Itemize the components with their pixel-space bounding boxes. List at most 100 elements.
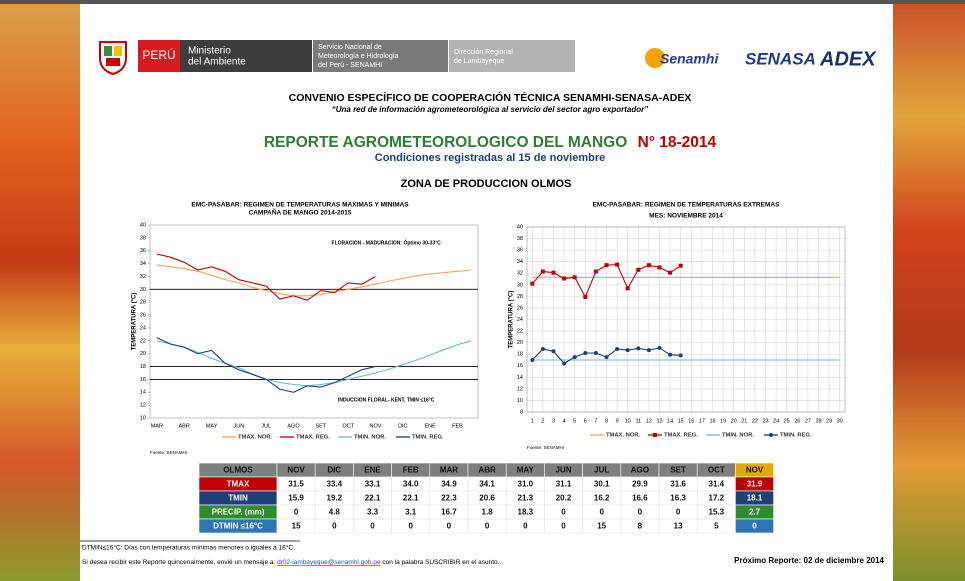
top-bar xyxy=(0,0,965,4)
legend-label: TMAX. NOR. xyxy=(238,435,273,441)
point-marker xyxy=(636,346,640,350)
y-tick-label: 16 xyxy=(517,363,523,369)
legend-label: TMAX. REG. xyxy=(296,435,330,441)
y-tick-label: 40 xyxy=(140,222,146,228)
table-header-text: AGO xyxy=(631,466,649,475)
legend-marker xyxy=(653,433,657,437)
table-cell-text: 0 xyxy=(370,522,375,531)
point-marker xyxy=(679,264,683,268)
legend-label: TMAX. REG. xyxy=(664,433,698,439)
x-tick-label: 9 xyxy=(616,418,619,424)
ministry: del Ambiente xyxy=(188,57,246,68)
table-cell-text: 0 xyxy=(408,522,413,531)
x-tick-label: 14 xyxy=(667,418,673,424)
x-tick-label: 22 xyxy=(752,418,758,424)
point-marker xyxy=(658,346,662,350)
y-tick-label: 14 xyxy=(140,390,146,396)
table-header-text: NOV xyxy=(287,466,305,475)
tagline: “Una red de información agrometeorológic… xyxy=(332,105,649,114)
y-tick-label: 36 xyxy=(140,248,146,254)
table-cell-text: 0 xyxy=(294,508,299,517)
report-number: N° 18-2014 xyxy=(638,134,717,151)
table-header-text: JUN xyxy=(555,466,571,475)
point-marker xyxy=(573,355,577,359)
table-cell-text: 15 xyxy=(597,522,606,531)
chart-subtitle: CAMPAÑA DE MANGO 2014-2015 xyxy=(249,208,352,217)
table-cell-text: 1.8 xyxy=(482,508,494,517)
y-tick-label: 22 xyxy=(140,338,146,344)
y-tick-label: 24 xyxy=(517,317,523,323)
regional: de Lambayeque xyxy=(454,58,504,65)
point-marker xyxy=(615,347,619,351)
logo-senamhi: Senamhi xyxy=(660,51,719,67)
y-tick-label: 28 xyxy=(517,294,523,300)
y-tick-label: 38 xyxy=(140,235,146,241)
table-cell-text: 18.3 xyxy=(518,508,534,517)
point-marker xyxy=(594,351,598,355)
y-tick-label: 32 xyxy=(140,274,146,280)
footer-note: DTMIN≤16°C: Días con temperaturas mínima… xyxy=(82,544,295,552)
table-cell-text: 16.2 xyxy=(594,494,610,503)
legend-label: TMIN. REG. xyxy=(412,435,444,441)
peru-shield xyxy=(100,42,126,74)
table-cell-text: 31.6 xyxy=(670,480,686,489)
point-marker xyxy=(594,270,598,274)
service: Meteorología e Hidrología xyxy=(318,53,399,60)
point-marker xyxy=(647,263,651,267)
legend-label: TMIN. REG. xyxy=(780,433,812,439)
table-header-text: JUL xyxy=(594,466,609,475)
point-marker xyxy=(626,348,630,352)
table-cell-text: 0 xyxy=(599,508,604,517)
table-header-text: DIC xyxy=(327,466,341,475)
y-tick-label: 32 xyxy=(517,271,523,277)
subscribe-line: Si desea recibir este Reporte quincenalm… xyxy=(82,559,500,566)
table-cell-text: 4.8 xyxy=(329,508,341,517)
x-tick-label: 21 xyxy=(741,418,747,424)
ministry: Ministerio xyxy=(188,46,231,57)
table-cell-text: 0 xyxy=(523,522,528,531)
table-cell-text: 15.3 xyxy=(709,508,725,517)
table-cell-text: TMAX xyxy=(227,480,250,489)
table-cell-text: 22.1 xyxy=(365,494,381,503)
table-cell-text: 31.9 xyxy=(747,480,763,489)
table-header-text: NOV xyxy=(746,466,764,475)
x-tick-label: JUN xyxy=(233,423,244,429)
table-cell-text: 21.3 xyxy=(518,494,534,503)
y-tick-label: 8 xyxy=(520,409,523,415)
table-cell-text: 0 xyxy=(447,522,452,531)
table-cell-text: 19.2 xyxy=(327,494,343,503)
service: Servicio Nacional de xyxy=(318,44,382,51)
email-link[interactable]: dr02-lambayeque@senamhi.gob.pe xyxy=(277,559,381,566)
table-cell-text: 8 xyxy=(638,522,643,531)
table-cell-text: DTMIN ≤16°C xyxy=(213,522,263,531)
zone: ZONA DE PRODUCCION OLMOS xyxy=(401,178,572,190)
y-tick-label: 10 xyxy=(517,398,523,404)
mango-background-left xyxy=(0,0,80,581)
table-cell-text: 16.3 xyxy=(670,494,686,503)
x-tick-label: 20 xyxy=(731,418,737,424)
x-tick-label: 4 xyxy=(563,418,566,424)
source-note: Fuente: SENAMHI xyxy=(527,445,564,450)
y-tick-label: 34 xyxy=(140,261,146,267)
y-tick-label: 30 xyxy=(517,282,523,288)
point-marker xyxy=(573,275,577,279)
table-cell-text: 0 xyxy=(332,522,337,531)
point-marker xyxy=(530,358,534,362)
y-tick-label: 12 xyxy=(140,403,146,409)
y-tick-label: 22 xyxy=(517,329,523,335)
point-marker xyxy=(562,276,566,280)
point-marker xyxy=(605,355,609,359)
x-tick-label: 19 xyxy=(720,418,726,424)
table-cell-text: 22.3 xyxy=(441,494,457,503)
table-cell-text: 0 xyxy=(561,508,566,517)
point-marker xyxy=(605,263,609,267)
x-tick-label: 15 xyxy=(678,418,684,424)
table-header-text: OCT xyxy=(708,466,725,475)
y-tick-label: 20 xyxy=(517,340,523,346)
x-tick-label: 16 xyxy=(688,418,694,424)
point-marker xyxy=(541,270,545,274)
y-tick-label: 10 xyxy=(140,415,146,421)
y-tick-label: 34 xyxy=(517,259,523,265)
y-tick-label: 26 xyxy=(517,305,523,311)
service: del Perú - SENAMHI xyxy=(318,62,382,69)
